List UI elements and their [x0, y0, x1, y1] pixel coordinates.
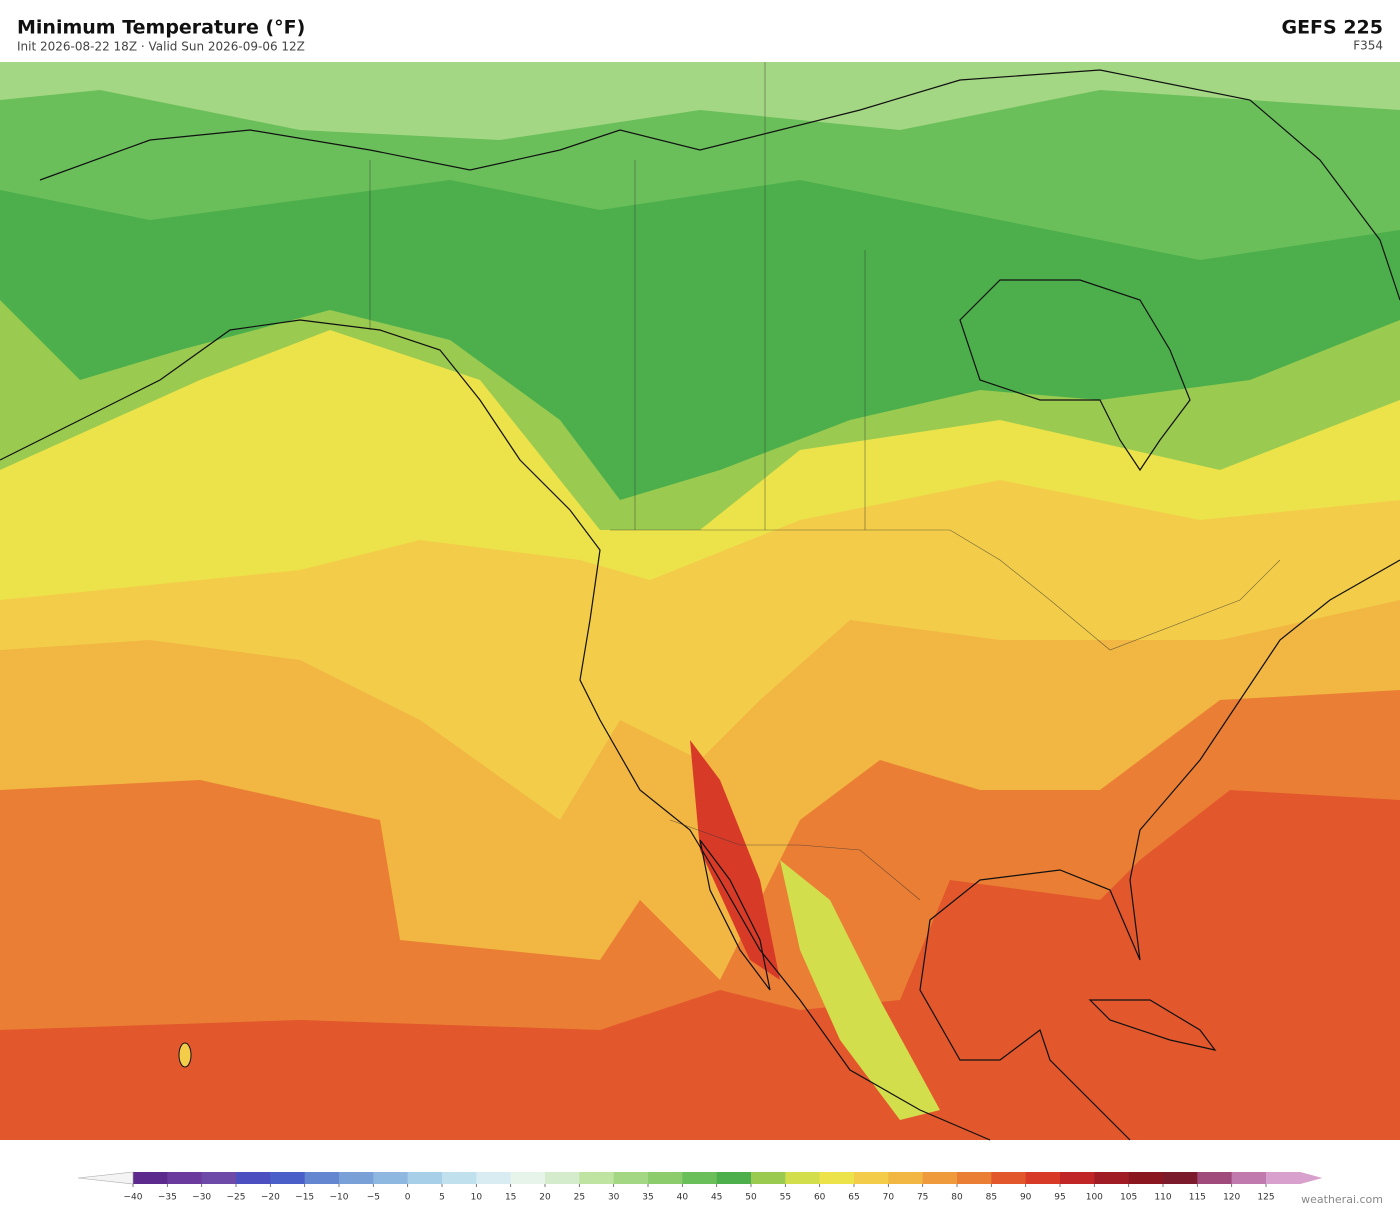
- colorbar-tick-label: 70: [883, 1193, 895, 1203]
- border: [610, 529, 1281, 651]
- colorbar-cell: [476, 1172, 512, 1184]
- colorbar-tick-label: −5: [367, 1193, 380, 1203]
- colorbar-tick-label: 55: [780, 1193, 791, 1203]
- coastline: [0, 319, 991, 1141]
- colorbar-cell: [167, 1172, 203, 1184]
- colorbar-cell: [304, 1172, 340, 1184]
- colorbar-tick-label: 60: [814, 1193, 826, 1203]
- temp-field: [690, 740, 780, 980]
- colorbar-tick-label: 105: [1120, 1193, 1137, 1203]
- colorbar-over: [1300, 1172, 1323, 1184]
- colorbar-cell: [1128, 1172, 1164, 1184]
- colorbar-tick-label: −40: [124, 1193, 143, 1203]
- coastline: [959, 279, 1191, 472]
- colorbar-tick-label: −25: [227, 1193, 246, 1203]
- colorbar-cell: [1266, 1172, 1301, 1184]
- colorbar-cell: [339, 1172, 374, 1184]
- colorbar-cell: [373, 1172, 409, 1184]
- colorbar-cell: [133, 1172, 168, 1184]
- colorbar-tick-label: 40: [677, 1193, 689, 1203]
- coastline: [39, 69, 1400, 301]
- model-name: GEFS 225: [1281, 17, 1383, 39]
- island: [178, 1042, 192, 1068]
- temp-field: [0, 62, 1400, 140]
- title: Minimum Temperature (°F): [17, 17, 305, 39]
- border: [369, 62, 866, 530]
- colorbar-cell: [613, 1172, 649, 1184]
- colorbar-cell: [991, 1172, 1027, 1184]
- coastline: [699, 839, 771, 991]
- coastline: [919, 559, 1400, 1141]
- colorbar-tick-label: 100: [1086, 1193, 1103, 1203]
- colorbar-cell: [270, 1172, 306, 1184]
- colorbar-cell: [407, 1172, 443, 1184]
- coastline: [1088, 999, 1217, 1051]
- colorbar-cell: [751, 1172, 786, 1184]
- colorbar-cell: [682, 1172, 718, 1184]
- colorbar-cell: [1231, 1172, 1267, 1184]
- colorbar-cell: [1163, 1172, 1198, 1184]
- colorbar-tick-label: 80: [951, 1193, 963, 1203]
- colorbar-tick-label: 85: [986, 1193, 997, 1203]
- colorbar-tick-label: 75: [917, 1193, 928, 1203]
- colorbar-cell: [510, 1172, 546, 1184]
- colorbar-tick-label: 5: [439, 1193, 445, 1203]
- colorbar-tick-label: 30: [608, 1193, 620, 1203]
- colorbar-tick-label: −30: [192, 1193, 211, 1203]
- colorbar-cell: [442, 1172, 477, 1184]
- colorbar-cell: [922, 1172, 958, 1184]
- colorbar: −40 −35 −30 −25 −20 −15 −10 −5 0 5 10 15 20 25 30 35 40 4…: [77, 1171, 1323, 1203]
- colorbar-tick-label: 95: [1054, 1193, 1065, 1203]
- colorbar-cell: [888, 1172, 924, 1184]
- colorbar-tick-label: 25: [574, 1193, 585, 1203]
- colorbar-cell: [1060, 1172, 1095, 1184]
- colorbar-tick-label: 125: [1257, 1193, 1274, 1203]
- colorbar-cell: [201, 1172, 237, 1184]
- watermark: weatherai.com: [1301, 1193, 1383, 1206]
- colorbar-cell: [545, 1172, 580, 1184]
- colorbar-tick-label: 110: [1154, 1193, 1171, 1203]
- colorbar-cell: [716, 1172, 752, 1184]
- colorbar-cell: [579, 1172, 615, 1184]
- colorbar-tick-label: 45: [711, 1193, 722, 1203]
- colorbar-tick-label: 50: [745, 1193, 757, 1203]
- temp-field: [780, 860, 940, 1120]
- colorbar-tick-label: 15: [505, 1193, 516, 1203]
- forecast-hour: F354: [1353, 39, 1383, 53]
- colorbar-tick-label: 115: [1189, 1193, 1206, 1203]
- colorbar-cell: [957, 1172, 992, 1184]
- colorbar-tick-label: −35: [158, 1193, 177, 1203]
- colorbar-cell: [648, 1172, 683, 1184]
- colorbar-cell: [1197, 1172, 1233, 1184]
- subtitle: Init 2026-08-22 18Z · Valid Sun 2026-09-…: [17, 40, 305, 54]
- colorbar-under: [77, 1171, 134, 1185]
- colorbar-cell: [1025, 1172, 1061, 1184]
- colorbar-cell: [854, 1172, 889, 1184]
- colorbar-tick-label: 0: [405, 1193, 411, 1203]
- colorbar-tick-label: 20: [539, 1193, 551, 1203]
- colorbar-cell: [1094, 1172, 1130, 1184]
- colorbar-tick-label: 65: [848, 1193, 859, 1203]
- colorbar-tick-label: −15: [295, 1193, 314, 1203]
- map: [0, 62, 1400, 1141]
- colorbar-tick-label: 10: [471, 1193, 483, 1203]
- colorbar-cell: [236, 1172, 271, 1184]
- colorbar-cell: [785, 1172, 821, 1184]
- colorbar-tick-label: −20: [261, 1193, 280, 1203]
- colorbar-tick-label: −10: [330, 1193, 349, 1203]
- colorbar-tick-label: 120: [1223, 1193, 1240, 1203]
- colorbar-tick-label: 35: [642, 1193, 653, 1203]
- border: [669, 819, 921, 901]
- colorbar-tick-label: 90: [1020, 1193, 1032, 1203]
- colorbar-cell: [819, 1172, 855, 1184]
